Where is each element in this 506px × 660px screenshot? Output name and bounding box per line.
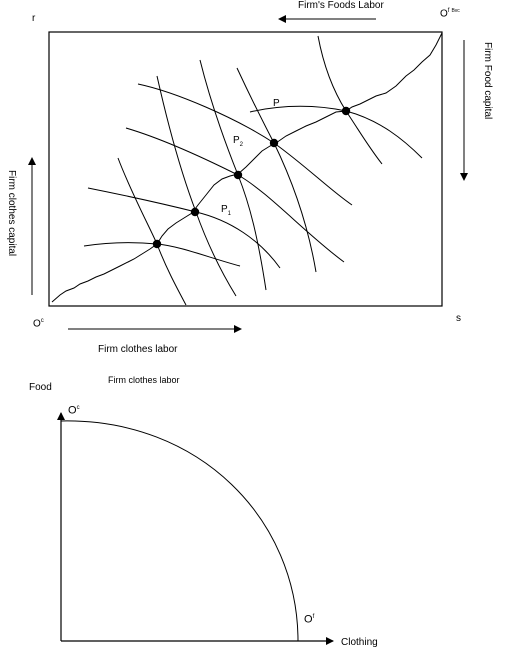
clothes-capital-label: Firm clothes capital [6, 170, 17, 257]
ppf-origin-clothes-sup: c [76, 405, 80, 411]
edgeworth-box-frame [48, 31, 443, 307]
ppf-origin-food-label: Of [304, 614, 314, 626]
point-label-p2-base: P [233, 135, 240, 146]
ppf-x-label: Clothing [341, 637, 378, 648]
point-label-p1-base: P [221, 204, 228, 215]
point-label-p2-sub: 2 [239, 142, 244, 148]
origin-food-sup2: Bvc [451, 8, 460, 14]
isoquant-clothes-1 [117, 157, 187, 306]
tangency-point-1 [152, 239, 162, 249]
tangency-point-5 [341, 106, 351, 116]
origin-food-sup: f [447, 8, 450, 14]
point-label-p2: P2 [233, 135, 244, 149]
tangency-point-4 [269, 138, 279, 148]
point-label-p1: P1 [221, 204, 232, 218]
corner-label-s: s [456, 313, 461, 324]
point-label-p: P [273, 98, 280, 109]
isoquant-clothes-2 [156, 75, 237, 297]
origin-clothes-sup: c [40, 318, 44, 324]
stray-clothes-labor-label: Firm clothes labor [108, 375, 180, 385]
isoquant-food-2 [87, 187, 281, 269]
origin-food-label: Of Bvc [440, 8, 460, 19]
tangency-point-3 [233, 170, 243, 180]
food-capital-label: Firm Food capital [482, 42, 493, 120]
foods-labor-label: Firm's Foods Labor [298, 0, 384, 11]
ppf-origin-food-sup: f [312, 614, 315, 620]
origin-clothes-label: Oc [33, 318, 44, 329]
isoquant-food-5 [249, 105, 423, 159]
clothes-labor-label: Firm clothes labor [98, 344, 178, 355]
contract-curve [51, 32, 443, 303]
ppf-origin-food-base: O [304, 613, 313, 626]
ppf-y-label: Food [29, 382, 52, 393]
ppf-origin-clothes-base: O [68, 404, 77, 417]
tangency-point-2 [190, 207, 200, 217]
production-possibility-frontier [60, 420, 299, 642]
origin-food-base: O [440, 8, 448, 20]
point-label-p1-sub: 1 [227, 211, 232, 217]
isoquant-food-4 [137, 83, 353, 206]
corner-label-r: r [32, 13, 36, 24]
isoquant-food-6 [317, 35, 383, 165]
isoquant-food-1 [83, 242, 241, 267]
ppf-origin-clothes-label: Oc [68, 405, 80, 417]
origin-clothes-base: O [33, 318, 41, 330]
